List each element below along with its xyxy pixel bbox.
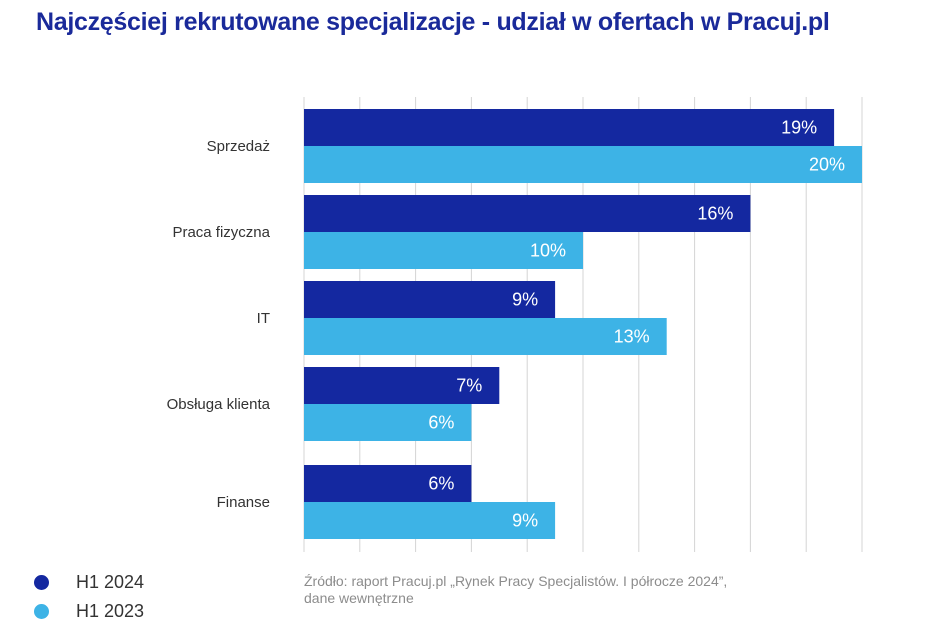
data-label-praca-fizyczna-h1-2024: 16% (697, 204, 733, 224)
legend-marker-h1-2023 (34, 604, 49, 619)
source-line-1: Źródło: raport Pracuj.pl „Rynek Pracy Sp… (304, 573, 728, 589)
bar-finanse-h1-2024[interactable] (304, 465, 472, 502)
category-label-obsluga-klienta: Obsługa klienta (167, 396, 271, 413)
data-label-praca-fizyczna-h1-2023: 10% (530, 241, 566, 261)
data-label-it-h1-2024: 9% (512, 290, 538, 310)
category-labels: Sprzedaż Praca fizyczna IT Obsługa klienta F… (167, 138, 271, 511)
data-label-obsluga-klienta-h1-2024: 7% (456, 376, 482, 396)
data-label-sprzedaz-h1-2023: 20% (809, 155, 845, 175)
bar-obsluga-klienta-h1-2023[interactable] (304, 404, 472, 441)
bar-it-h1-2023[interactable] (304, 318, 667, 355)
category-label-praca-fizyczna: Praca fizyczna (172, 224, 270, 241)
source-note: Źródło: raport Pracuj.pl „Rynek Pracy Sp… (304, 573, 824, 607)
bars: 19%20%16%10%9%13%7%6%6%9% (304, 109, 862, 539)
data-label-finanse-h1-2023: 9% (512, 511, 538, 531)
bar-praca-fizyczna-h1-2024[interactable] (304, 195, 751, 232)
category-label-sprzedaz: Sprzedaż (207, 138, 270, 155)
data-label-finanse-h1-2024: 6% (428, 474, 454, 494)
legend-marker-h1-2024 (34, 575, 49, 590)
data-label-sprzedaz-h1-2024: 19% (781, 118, 817, 138)
bar-finanse-h1-2023[interactable] (304, 502, 556, 539)
bar-obsluga-klienta-h1-2024[interactable] (304, 367, 500, 404)
legend-label-h1-2023: H1 2023 (76, 601, 145, 621)
bar-praca-fizyczna-h1-2023[interactable] (304, 232, 583, 269)
bar-chart: 19%20%16%10%9%13%7%6%6%9% SprzedażPraca … (167, 97, 863, 552)
legend: H1 2024 H1 2023 (34, 570, 144, 628)
category-label-it: IT (257, 310, 270, 327)
bar-it-h1-2024[interactable] (304, 281, 556, 318)
bar-sprzedaz-h1-2023[interactable] (304, 146, 862, 183)
bar-sprzedaz-h1-2024[interactable] (304, 109, 835, 146)
data-label-obsluga-klienta-h1-2023: 6% (428, 413, 454, 433)
legend-label-h1-2024: H1 2024 (76, 572, 145, 592)
source-line-2: dane wewnętrzne (304, 590, 414, 606)
chart-title: Najczęściej rekrutowane specjalizacje - … (36, 8, 830, 36)
legend-item-h1-2024[interactable]: H1 2024 (34, 570, 144, 595)
data-label-it-h1-2023: 13% (614, 327, 650, 347)
legend-item-h1-2023[interactable]: H1 2023 (34, 599, 144, 624)
category-label-finanse: Finanse (217, 494, 270, 511)
